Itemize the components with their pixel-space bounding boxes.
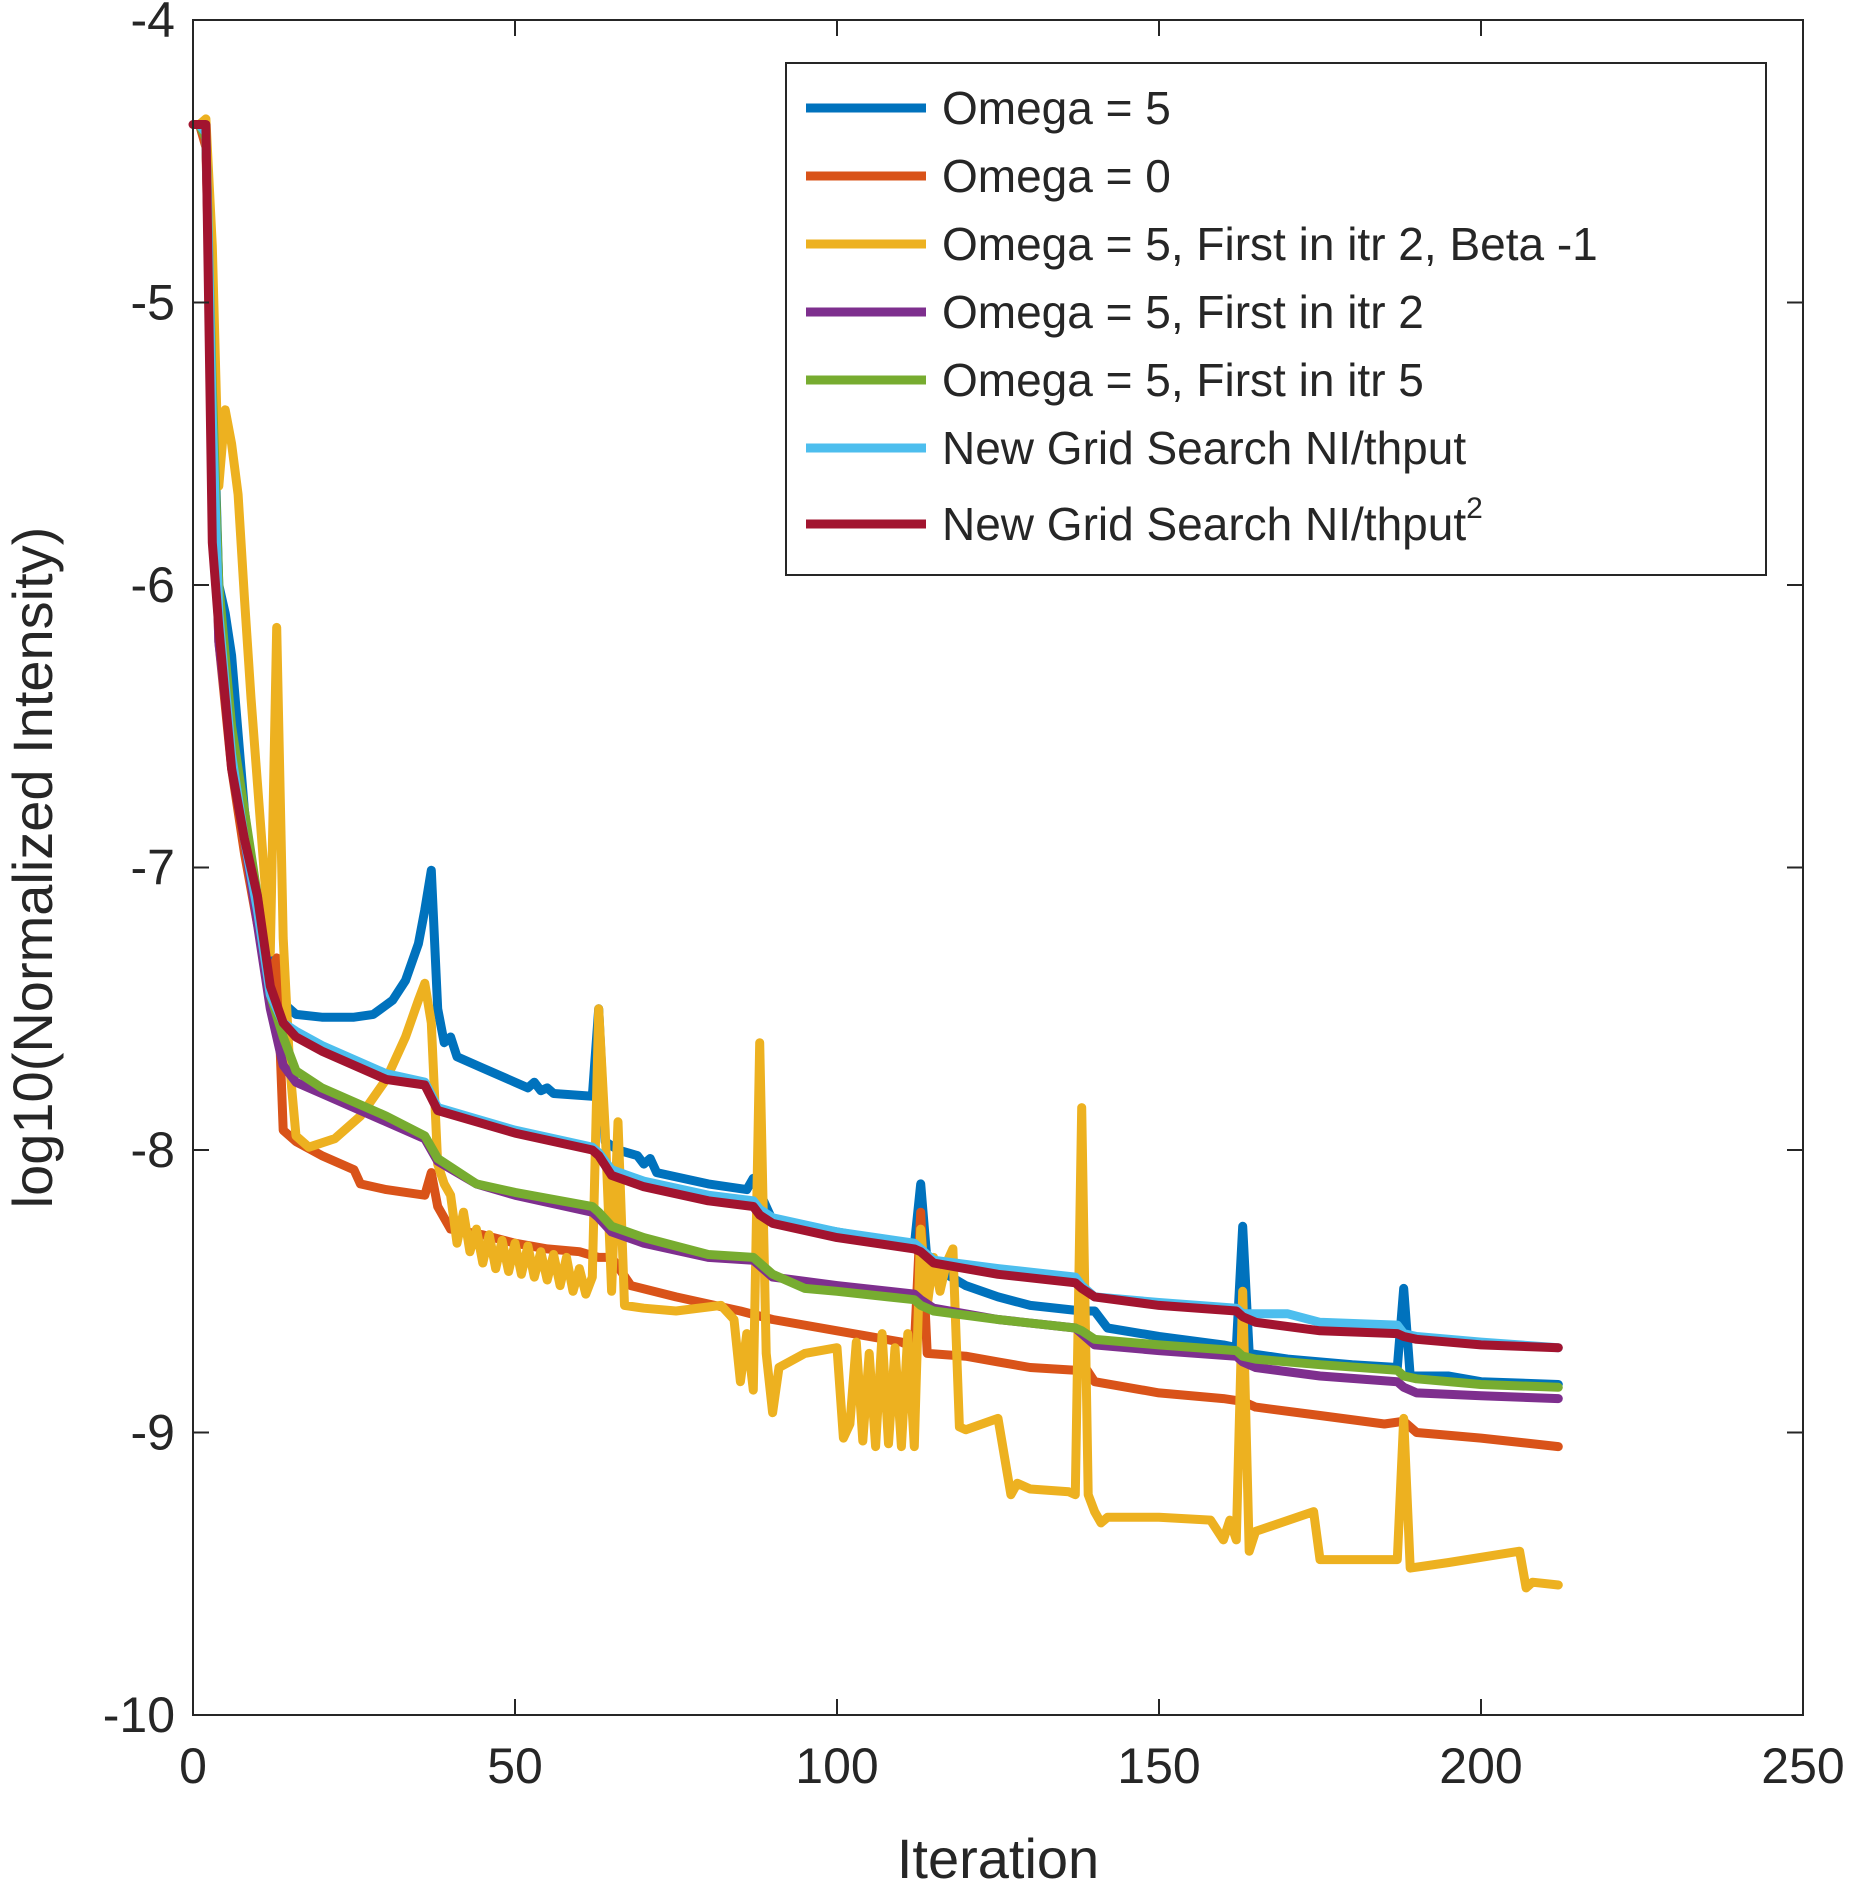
legend-entry-label: Omega = 5 — [942, 82, 1171, 134]
legend-entry-label: Omega = 5, First in itr 2 — [942, 286, 1424, 338]
y-tick-label: -5 — [131, 275, 175, 331]
legend-entry-label: Omega = 0 — [942, 150, 1171, 202]
y-tick-label: -8 — [131, 1122, 175, 1178]
x-tick-label: 150 — [1117, 1738, 1200, 1794]
legend-box — [785, 62, 1767, 576]
x-tick-label: 250 — [1761, 1738, 1844, 1794]
y-tick-label: -10 — [103, 1687, 175, 1743]
series-layer — [188, 114, 1563, 1593]
x-tick-label: 100 — [795, 1738, 878, 1794]
x-axis-label: Iteration — [897, 1827, 1099, 1885]
y-tick-label: -4 — [131, 0, 175, 48]
legend-entry-label: New Grid Search NI/thput — [942, 422, 1466, 474]
x-tick-label: 50 — [487, 1738, 543, 1794]
y-tick-label: -7 — [131, 840, 175, 896]
y-axis-label: log10(Normalized Intensity) — [1, 527, 64, 1209]
legend-entry-label: Omega = 5, First in itr 2, Beta -1 — [942, 218, 1598, 270]
legend-entry-label: Omega = 5, First in itr 5 — [942, 354, 1424, 406]
series-line-7 — [188, 120, 1563, 1353]
x-tick-label: 0 — [179, 1738, 207, 1794]
x-tick-label: 200 — [1439, 1738, 1522, 1794]
tick-layer: 0 50 100 150 200 250 -10 -9 -8 -7 -6 -5 -4 — [103, 0, 1845, 1794]
legend-entry-label: New Grid Search NI/thput2 — [942, 492, 1483, 550]
y-tick-label: -9 — [131, 1405, 175, 1461]
y-tick-label: -6 — [131, 557, 175, 613]
legend: Omega = 5 Omega = 0 Omega = 5, First in it… — [785, 62, 1767, 576]
